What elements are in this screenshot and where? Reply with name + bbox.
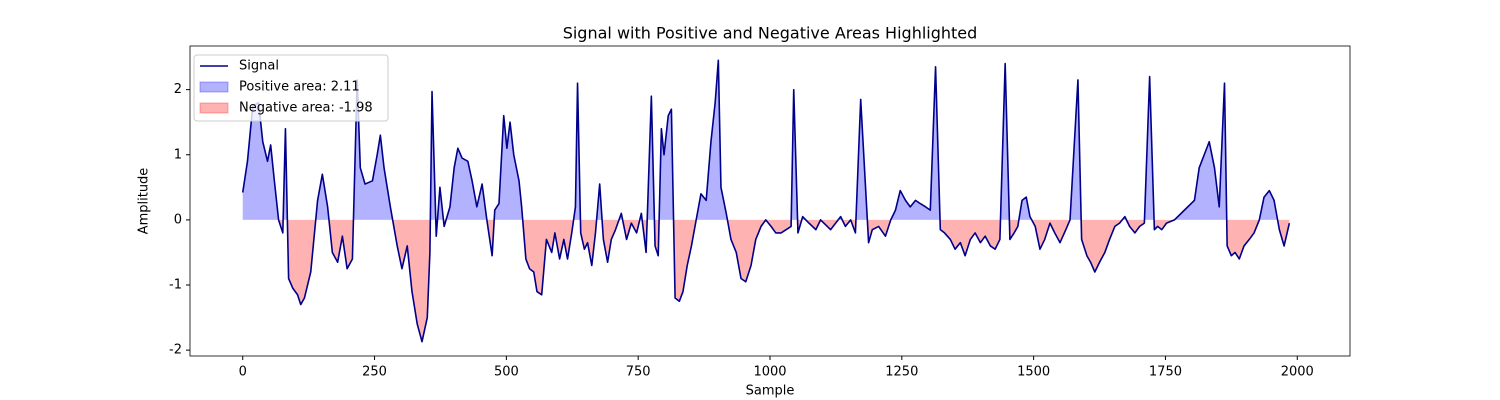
y-tick-label: 1	[174, 147, 182, 162]
area-negative	[242, 219, 1290, 342]
legend-box	[193, 54, 389, 122]
area-positive	[242, 60, 1278, 220]
signal-line	[241, 59, 1291, 343]
legend-patch	[199, 81, 229, 93]
legend-label: Signal	[239, 59, 279, 74]
x-tick-label: 0	[239, 365, 247, 380]
x-tick-label: 1750	[1149, 365, 1182, 380]
y-tick-label: -2	[169, 343, 182, 358]
legend-label: Positive area: 2.11	[239, 80, 360, 95]
x-tick-label: 750	[626, 365, 651, 380]
x-tick-label: 1500	[1017, 365, 1050, 380]
x-tick-label: 1000	[753, 365, 786, 380]
legend-label: Negative area: -1.98	[239, 101, 373, 116]
y-axis-label: Amplitude	[137, 168, 152, 235]
y-tick-label: 0	[174, 212, 182, 227]
x-tick-label: 2000	[1281, 365, 1314, 380]
legend: Signal Positive area: 2.11 Negative area: …	[193, 54, 389, 122]
y-tick-label: -1	[169, 278, 182, 293]
x-tick-label: 500	[494, 365, 519, 380]
x-tick-label: 1250	[885, 365, 918, 380]
x-tick-label: 250	[362, 365, 387, 380]
x-axis-label: Sample	[746, 384, 795, 399]
chart-title: Signal with Positive and Negative Areas …	[563, 24, 978, 43]
y-tick-label: 2	[174, 82, 182, 97]
legend-patch	[199, 102, 229, 114]
